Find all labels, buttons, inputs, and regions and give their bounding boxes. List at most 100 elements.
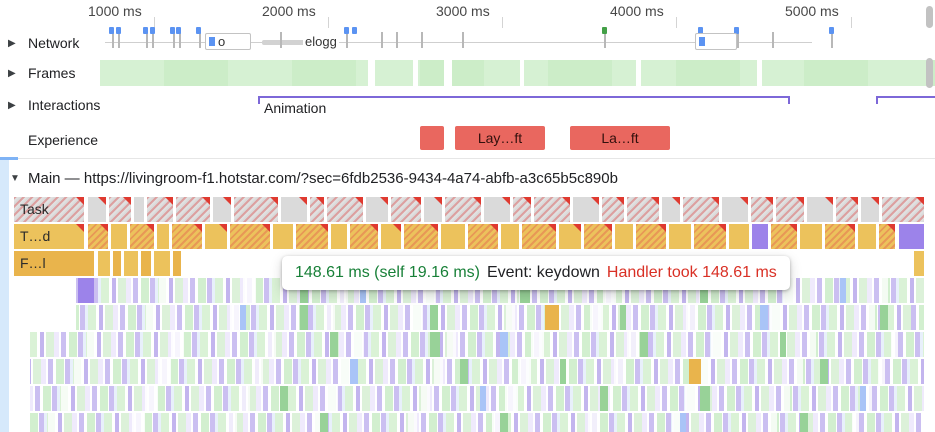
flame-segment[interactable] xyxy=(700,278,708,303)
network-request-tick[interactable] xyxy=(179,32,181,48)
network-request-tick[interactable] xyxy=(604,32,606,48)
flame-segment[interactable] xyxy=(430,305,438,330)
network-request-tick[interactable] xyxy=(831,32,833,48)
network-request-tick[interactable] xyxy=(173,32,175,48)
network-request-marker[interactable] xyxy=(143,27,148,34)
network-request-marker[interactable] xyxy=(176,27,181,34)
task-segment[interactable] xyxy=(88,197,106,222)
fn-segment[interactable] xyxy=(98,251,110,276)
network-request-marker[interactable] xyxy=(734,27,739,34)
flame-segment[interactable] xyxy=(780,332,786,357)
flame-stack-row[interactable] xyxy=(30,413,924,432)
timer-segment[interactable] xyxy=(729,224,749,249)
flame-segment[interactable] xyxy=(430,332,440,357)
flame-segment[interactable] xyxy=(360,278,366,303)
task-segment[interactable] xyxy=(147,197,173,222)
flame-segment[interactable] xyxy=(820,359,828,384)
task-segment[interactable] xyxy=(683,197,719,222)
network-request-box[interactable] xyxy=(695,33,737,50)
timer-segment[interactable] xyxy=(501,224,519,249)
experience-lane-header[interactable]: Experience xyxy=(28,131,98,149)
network-request-marker[interactable] xyxy=(602,27,607,34)
fn-segment[interactable] xyxy=(154,251,170,276)
task-segment[interactable] xyxy=(445,197,481,222)
timer-segment[interactable]: T…d xyxy=(14,224,84,249)
timer-segment[interactable] xyxy=(858,224,876,249)
flame-segment[interactable] xyxy=(560,359,566,384)
flame-segment[interactable] xyxy=(640,332,648,357)
flame-segment[interactable] xyxy=(330,332,338,357)
task-segment[interactable] xyxy=(776,197,804,222)
task-segment[interactable] xyxy=(213,197,231,222)
timer-segment[interactable] xyxy=(879,224,895,249)
network-request-marker[interactable] xyxy=(116,27,121,34)
timer-segment[interactable] xyxy=(296,224,328,249)
fn-segment[interactable]: F…l xyxy=(14,251,94,276)
flame-segment[interactable] xyxy=(600,386,608,411)
task-segment[interactable]: Task xyxy=(14,197,84,222)
flame-stack-row[interactable] xyxy=(76,305,924,330)
network-request-tick[interactable] xyxy=(421,32,423,48)
network-request-marker[interactable] xyxy=(352,27,357,34)
disclosure-triangle-icon[interactable]: ▼ xyxy=(10,172,20,184)
task-segment[interactable] xyxy=(327,197,363,222)
flame-segment[interactable] xyxy=(680,413,686,432)
network-request-marker[interactable] xyxy=(196,27,201,34)
flame-stack-row[interactable] xyxy=(30,332,924,357)
network-lane-header[interactable]: ▶ Network xyxy=(8,34,79,52)
task-segment[interactable] xyxy=(234,197,278,222)
interaction-bracket[interactable] xyxy=(258,96,790,104)
task-segment[interactable] xyxy=(836,197,858,222)
timer-segment[interactable] xyxy=(205,224,227,249)
main-track-header[interactable]: ▼ Main — https://livingroom-f1.hotstar.c… xyxy=(0,158,935,197)
flame-segment[interactable] xyxy=(300,305,308,330)
timer-segment[interactable] xyxy=(584,224,612,249)
flame-segment[interactable] xyxy=(240,305,246,330)
task-segment[interactable] xyxy=(366,197,388,222)
interactions-lane-header[interactable]: ▶ Interactions xyxy=(8,96,100,114)
task-segment[interactable] xyxy=(534,197,570,222)
task-segment[interactable] xyxy=(882,197,924,222)
layout-shift-block[interactable]: Lay…ft xyxy=(455,126,545,150)
timer-segment[interactable] xyxy=(273,224,293,249)
flame-segment[interactable] xyxy=(520,278,530,303)
task-segment[interactable] xyxy=(513,197,531,222)
timer-segment[interactable] xyxy=(350,224,378,249)
flame-segment[interactable] xyxy=(689,359,701,384)
network-request-marker[interactable] xyxy=(150,27,155,34)
timer-segment[interactable] xyxy=(331,224,347,249)
network-request-tick[interactable] xyxy=(381,32,383,48)
flame-segment[interactable] xyxy=(800,413,808,432)
flame-segment[interactable] xyxy=(280,386,288,411)
timer-segment[interactable] xyxy=(130,224,154,249)
interaction-bracket[interactable] xyxy=(876,96,935,104)
frames-lane-header[interactable]: ▶ Frames xyxy=(8,64,75,82)
network-request-marker[interactable] xyxy=(344,27,349,34)
timer-segment[interactable] xyxy=(636,224,666,249)
timer-segment[interactable] xyxy=(157,224,169,249)
timer-segment[interactable] xyxy=(615,224,633,249)
frames-bar[interactable] xyxy=(100,60,935,86)
task-segment[interactable] xyxy=(134,197,144,222)
task-segment[interactable] xyxy=(751,197,773,222)
network-request-marker[interactable] xyxy=(109,27,114,34)
timeline-ruler[interactable]: 1000 ms 2000 ms 3000 ms 4000 ms 5000 ms xyxy=(0,0,935,28)
network-request-marker[interactable] xyxy=(829,27,834,34)
timer-segment[interactable] xyxy=(404,224,438,249)
task-segment[interactable] xyxy=(602,197,624,222)
flame-segment[interactable] xyxy=(500,332,508,357)
flame-segment[interactable] xyxy=(880,305,888,330)
flame-segment[interactable] xyxy=(350,359,358,384)
timer-segment[interactable] xyxy=(800,224,822,249)
fn-segment[interactable] xyxy=(914,251,924,276)
network-request-tick[interactable] xyxy=(737,32,739,48)
flame-segment[interactable] xyxy=(760,305,768,330)
task-segment[interactable] xyxy=(807,197,833,222)
network-request-tick[interactable] xyxy=(152,32,154,48)
disclosure-triangle-icon[interactable]: ▶ xyxy=(8,37,16,49)
scrollbar-thumb[interactable] xyxy=(926,6,933,28)
timer-segment[interactable] xyxy=(468,224,498,249)
timer-segment[interactable] xyxy=(172,224,202,249)
